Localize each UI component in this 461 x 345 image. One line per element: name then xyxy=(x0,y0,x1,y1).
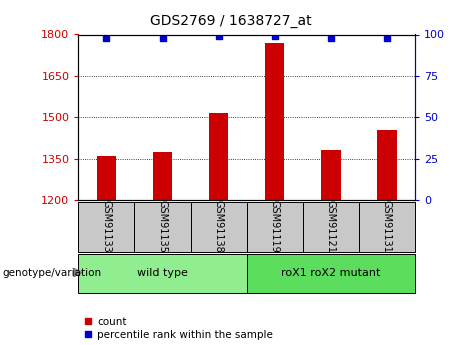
Bar xyxy=(153,152,172,200)
Bar xyxy=(321,150,341,200)
Point xyxy=(103,35,110,41)
Bar xyxy=(97,156,116,200)
Text: GSM91138: GSM91138 xyxy=(213,200,224,253)
Legend: count, percentile rank within the sample: count, percentile rank within the sample xyxy=(83,317,273,340)
Bar xyxy=(247,254,415,293)
Text: GSM91119: GSM91119 xyxy=(270,200,280,253)
Point xyxy=(383,35,390,41)
Text: GDS2769 / 1638727_at: GDS2769 / 1638727_at xyxy=(150,14,311,28)
Text: roX1 roX2 mutant: roX1 roX2 mutant xyxy=(281,268,380,278)
Bar xyxy=(359,202,415,252)
Point xyxy=(327,35,334,41)
Bar xyxy=(377,130,396,200)
Text: GSM91135: GSM91135 xyxy=(158,200,167,253)
Bar xyxy=(190,202,247,252)
Bar xyxy=(78,254,247,293)
Text: genotype/variation: genotype/variation xyxy=(2,268,101,277)
Text: wild type: wild type xyxy=(137,268,188,278)
Point xyxy=(215,33,222,39)
Text: GSM91131: GSM91131 xyxy=(382,200,392,253)
Text: GSM91121: GSM91121 xyxy=(326,200,336,253)
Bar xyxy=(265,43,284,200)
Text: GSM91133: GSM91133 xyxy=(101,200,112,253)
Bar xyxy=(78,202,135,252)
Bar xyxy=(247,202,303,252)
Bar xyxy=(135,202,190,252)
Bar xyxy=(209,113,228,200)
Point xyxy=(271,33,278,39)
Point xyxy=(159,35,166,41)
Bar xyxy=(303,202,359,252)
